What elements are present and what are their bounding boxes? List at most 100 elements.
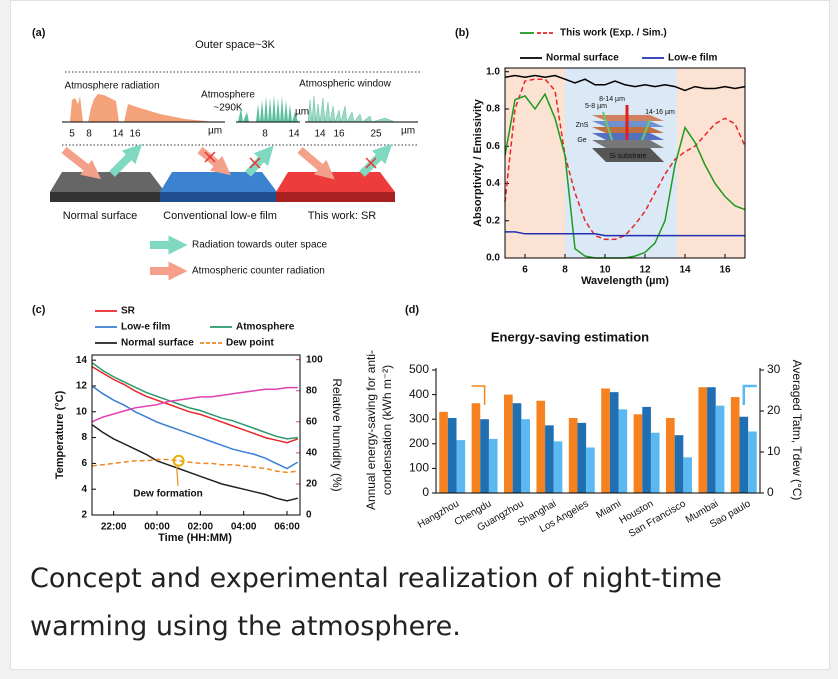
arrow: [359, 143, 393, 177]
tick-label: 14: [314, 129, 326, 140]
y2-axis-label: Averaged Tatm, Tdew (°C): [790, 360, 804, 501]
tick-label: 8: [262, 129, 268, 140]
tick-label: 14: [112, 129, 124, 140]
y-tick-label: 2: [81, 510, 87, 521]
x-tick-label: 6: [522, 265, 528, 276]
annotation-arrow: [176, 466, 179, 487]
arrow: [61, 146, 102, 180]
surface-label: Normal surface: [63, 210, 138, 222]
y-tick-label: 100: [409, 461, 429, 475]
inset-label: Ge: [577, 137, 586, 144]
y-tick-label: 200: [409, 436, 429, 450]
x-tick-label: 06:00: [274, 522, 300, 533]
tick-label: 14: [288, 129, 300, 140]
inset-label: 14-16 µm: [645, 109, 675, 116]
spectrum: [70, 94, 215, 122]
x-tick-label: 02:00: [188, 522, 214, 533]
bar: [553, 441, 563, 493]
annotation-marker: [172, 454, 185, 467]
slab: [50, 172, 165, 192]
label: Atmosphere radiation: [64, 81, 159, 92]
y-tick-label: 0: [422, 485, 429, 499]
bar: [504, 394, 513, 493]
charts: (b) Wavelength (µm) Absorptivity / Emissiv…: [32, 27, 804, 544]
blocked-mark: [204, 151, 261, 169]
series-line: [91, 424, 298, 502]
axes: [435, 368, 761, 494]
x-tick-label: Hangzhou: [416, 498, 461, 530]
inset-arrow: [641, 119, 651, 141]
y-tick-label: 400: [409, 387, 429, 401]
spectrum: [238, 95, 298, 122]
slab: [50, 192, 165, 202]
bar: [586, 447, 595, 493]
legend-label: This work (Exp. / Sim.): [560, 28, 667, 39]
bar: [439, 411, 448, 493]
inset-layer: [592, 148, 664, 162]
x-tick-label: 04:00: [231, 522, 257, 533]
y-axis-label: condensation (kWh m⁻²): [380, 365, 394, 495]
inset-label: Si substrate: [610, 153, 647, 160]
y-tick-label: 14: [76, 355, 88, 366]
panel-label: (b): [455, 27, 469, 39]
y-tick-label: 8: [81, 432, 87, 443]
slab: [276, 172, 395, 192]
y-tick-label: 0.2: [486, 215, 500, 226]
slab: [160, 192, 277, 202]
bar: [471, 403, 481, 493]
series-line: [91, 385, 299, 470]
y2-tick-label: 20: [767, 403, 781, 417]
series-line: [505, 231, 745, 237]
plot-frame: [91, 354, 301, 516]
tick-label: 5: [69, 129, 75, 140]
bar: [698, 387, 708, 493]
bar: [730, 397, 740, 493]
series-line: [91, 365, 299, 444]
plot-frame: [504, 67, 746, 259]
legend-label: Atmosphere: [236, 322, 295, 333]
figure: (a) Outer space~3K Atmosphere radiation …: [32, 27, 804, 544]
inset-label: 8-14 µm: [599, 96, 625, 103]
series-line: [91, 458, 298, 474]
y-tick-label: 500: [409, 362, 429, 376]
inset-arrow: [602, 111, 613, 141]
label: ~290K: [213, 103, 243, 114]
y2-axis-label: Relative humidity (%): [330, 378, 344, 491]
series-line: [91, 362, 298, 440]
diagram-title: Outer space~3K: [195, 39, 275, 51]
y2-tick-label: 0: [767, 485, 774, 499]
y2-tick-label: 100: [306, 354, 323, 365]
y-tick-label: 0.4: [486, 178, 500, 189]
inset-layer: [592, 140, 664, 148]
y2-tick-label: 40: [306, 448, 318, 459]
arrow: [109, 143, 143, 177]
legend-label: Low-e film: [121, 322, 171, 333]
legend-label: Radiation towards outer space: [192, 240, 328, 251]
arrow: [297, 146, 335, 180]
legend-label: Normal surface: [121, 338, 194, 349]
axis-pointer: [742, 384, 757, 405]
bar: [456, 440, 466, 493]
bar: [739, 416, 749, 493]
blocked-mark: [365, 157, 377, 169]
bar: [748, 431, 757, 493]
y-tick-label: 300: [409, 411, 429, 425]
series-line: [91, 386, 298, 423]
y2-tick-label: 30: [767, 362, 781, 376]
x-tick-label: 00:00: [144, 522, 170, 533]
bar: [488, 438, 498, 493]
inset-label: 5-8 µm: [585, 103, 607, 110]
bar: [642, 406, 651, 493]
surface-label: Conventional low-e film: [163, 210, 277, 222]
x-axis-label: Time (HH:MM): [158, 532, 232, 544]
bar: [521, 419, 530, 493]
panel-label: (d): [405, 304, 419, 316]
y-tick-label: 12: [76, 381, 88, 392]
x-tick-label: 14: [679, 265, 691, 276]
x-axis-label: Wavelength (µm): [581, 275, 669, 287]
legend-label: Low-e film: [668, 53, 718, 64]
band: [565, 68, 677, 258]
bar: [480, 419, 489, 493]
tick-label: µm: [401, 126, 415, 137]
